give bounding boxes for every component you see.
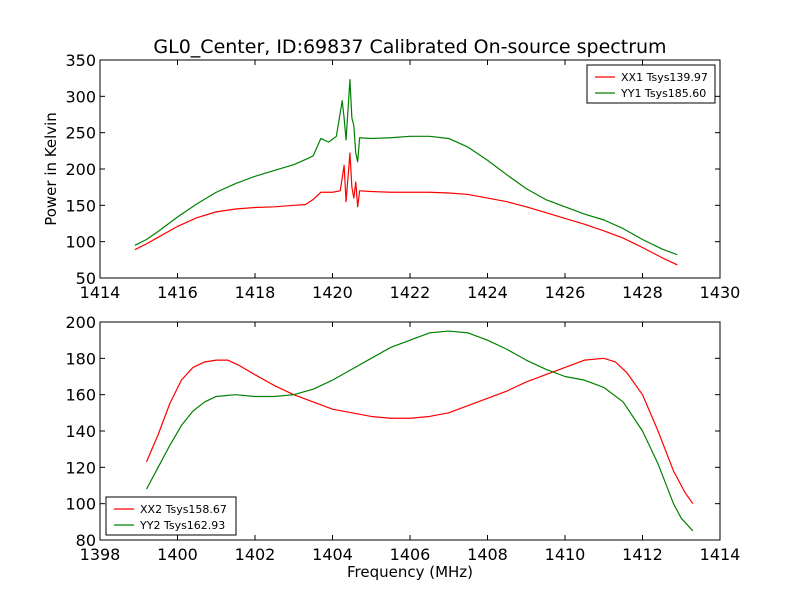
bottom-legend-label-2: YY2 Tsys162.93 xyxy=(139,519,225,532)
top-legend: XX1 Tsys139.97 YY1 Tsys185.60 xyxy=(586,64,716,104)
bottom-x-tick-label: 1398 xyxy=(80,545,121,564)
top-x-tick-label: 1428 xyxy=(622,283,663,302)
bottom-panel: 1398 1400 1402 1404 1406 1408 1410 1412 1414 80 10… xyxy=(65,313,740,581)
top-y-axis-label: Power in Kelvin xyxy=(42,112,60,226)
top-legend-box xyxy=(586,64,716,104)
bottom-y-tick-label: 80 xyxy=(76,531,96,550)
top-x-tick-label: 1426 xyxy=(545,283,586,302)
bottom-y-tick-label: 180 xyxy=(65,349,96,368)
top-x-tick-label: 1430 xyxy=(700,283,741,302)
top-x-tick-label: 1424 xyxy=(467,283,508,302)
bottom-x-tick-label: 1402 xyxy=(235,545,276,564)
top-x-tick-label: 1420 xyxy=(312,283,353,302)
top-y-tick-label: 50 xyxy=(76,269,96,288)
chart-title: GL0_Center, ID:69837 Calibrated On-sourc… xyxy=(153,36,666,58)
top-y-tick-label: 250 xyxy=(65,124,96,143)
top-y-tick-label: 150 xyxy=(65,196,96,215)
top-y-tick-label: 100 xyxy=(65,233,96,252)
bottom-y-tick-label: 160 xyxy=(65,386,96,405)
bottom-y-tick-label: 100 xyxy=(65,495,96,514)
bottom-y-tick-label: 140 xyxy=(65,422,96,441)
bottom-legend-box xyxy=(105,496,237,536)
bottom-x-tick-label: 1400 xyxy=(157,545,198,564)
top-series-line-2 xyxy=(134,79,678,256)
top-legend-label-1: XX1 Tsys139.97 xyxy=(621,71,708,84)
top-y-tick-label: 350 xyxy=(65,51,96,70)
bottom-series-line-1 xyxy=(145,357,694,505)
bottom-x-tick-label: 1406 xyxy=(390,545,431,564)
top-legend-label-2: YY1 Tsys185.60 xyxy=(620,87,706,100)
bottom-legend: XX2 Tsys158.67 YY2 Tsys162.93 xyxy=(105,496,237,536)
top-x-tick-label: 1418 xyxy=(235,283,276,302)
bottom-x-tick-label: 1414 xyxy=(700,545,741,564)
top-x-tick-label: 1416 xyxy=(157,283,198,302)
bottom-y-tick-label: 200 xyxy=(65,313,96,332)
bottom-x-tick-label: 1412 xyxy=(622,545,663,564)
top-x-tick-label: 1422 xyxy=(390,283,431,302)
bottom-x-tick-label: 1408 xyxy=(467,545,508,564)
bottom-y-tick-label: 120 xyxy=(65,458,96,477)
top-y-tick-label: 200 xyxy=(65,160,96,179)
top-x-tick-label: 1414 xyxy=(80,283,121,302)
bottom-x-tick-label: 1410 xyxy=(545,545,586,564)
bottom-x-axis-label: Frequency (MHz) xyxy=(347,563,473,581)
top-y-tick-label: 300 xyxy=(65,87,96,106)
top-panel: 1414 1416 1418 1420 1422 1424 1426 1428 1430 50 10… xyxy=(42,51,740,302)
bottom-x-tick-label: 1404 xyxy=(312,545,353,564)
bottom-legend-label-1: XX2 Tsys158.67 xyxy=(140,503,227,516)
bottom-series-line-2 xyxy=(145,330,694,532)
top-series-line-1 xyxy=(134,152,678,266)
